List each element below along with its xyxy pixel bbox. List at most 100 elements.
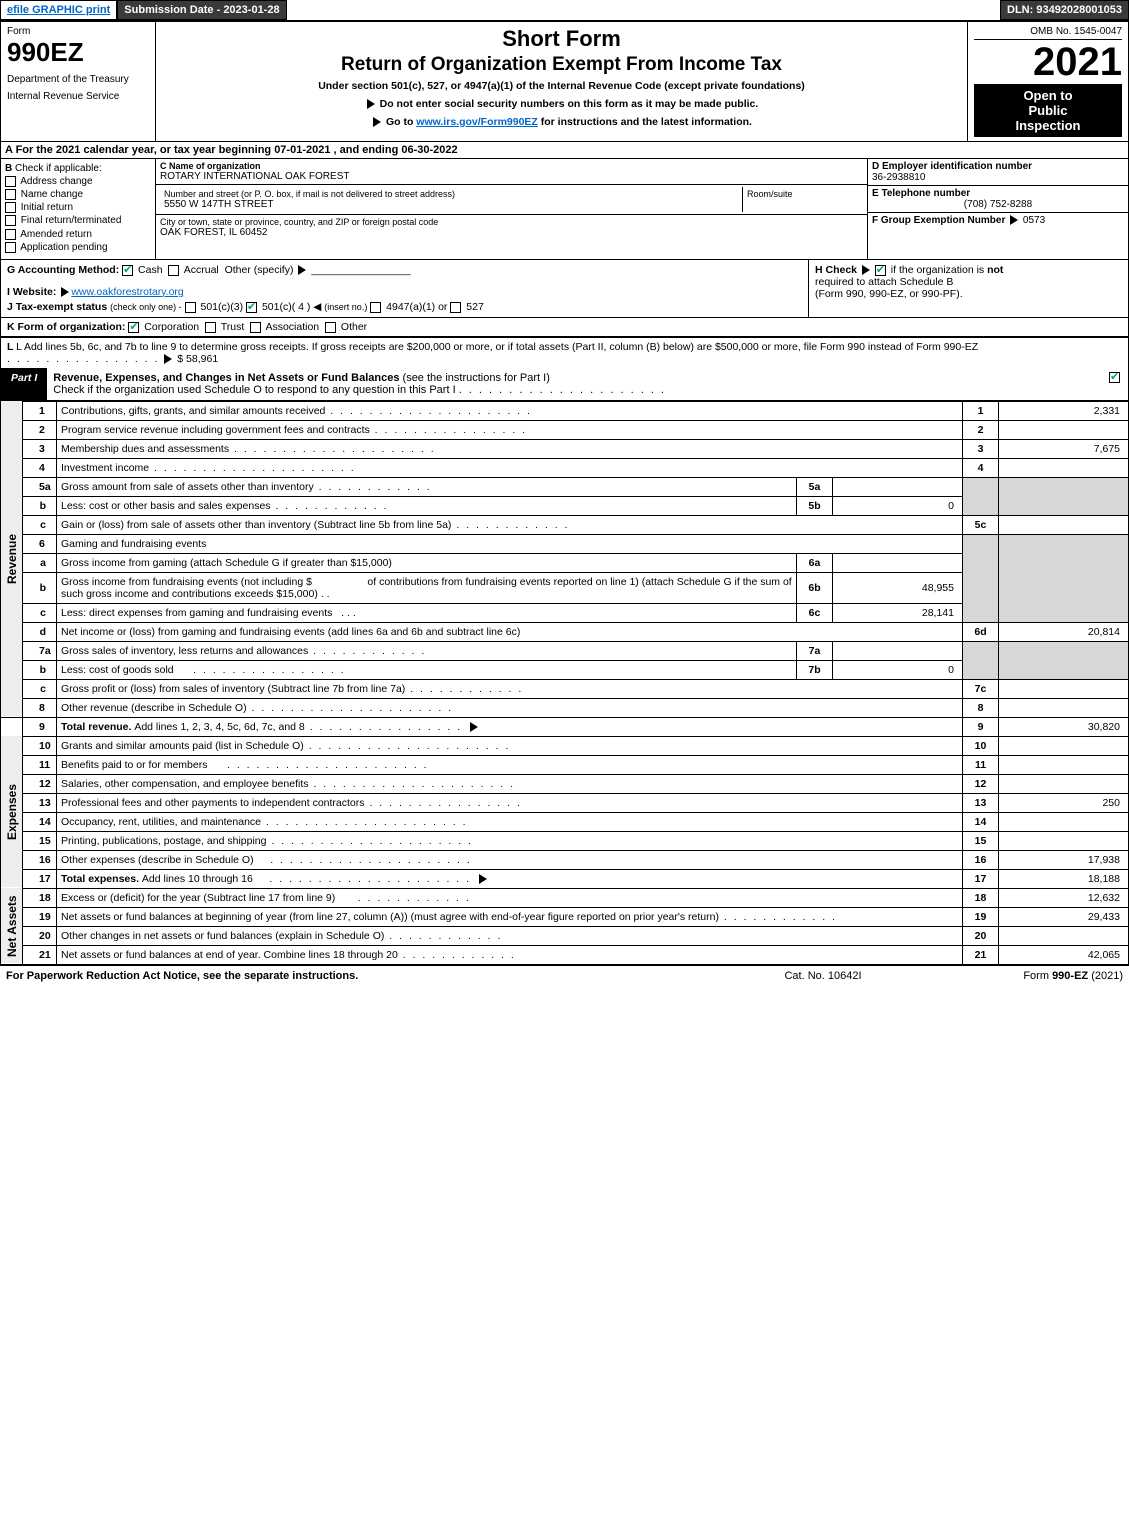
dept-1: Department of the Treasury [7,74,149,85]
line-1: Revenue 1 Contributions, gifts, grants, … [1,401,1129,420]
subtitle-2: Do not enter social security numbers on … [162,98,961,110]
chk-association[interactable] [250,322,261,333]
section-b-c-def: B Check if applicable: Address change Na… [0,159,1129,260]
line-5b: b Less: cost or other basis and sales ex… [1,496,1129,515]
subtitle-3: Go to www.irs.gov/Form990EZ for instruct… [162,116,961,128]
triangle-icon [373,117,381,127]
triangle-icon [298,265,306,275]
footer-form: Form 990-EZ (2021) [923,970,1123,982]
line-k: K Form of organization: Corporation Trus… [0,318,1129,338]
g-accounting: G Accounting Method: Cash Accrual Other … [1,260,808,317]
chk-trust[interactable] [205,322,216,333]
triangle-icon [470,722,478,732]
line-19: 19 Net assets or fund balances at beginn… [1,907,1129,926]
line-7c: c Gross profit or (loss) from sales of i… [1,679,1129,698]
form-number: 990EZ [7,37,149,68]
triangle-icon [61,287,69,297]
c-city: City or town, state or province, country… [156,215,867,240]
tax-year: 2021 [974,42,1122,82]
line-6a: a Gross income from gaming (attach Sched… [1,553,1129,572]
chk-527[interactable] [450,302,461,313]
line-9: 9 Total revenue. Add lines 1, 2, 3, 4, 5… [1,717,1129,736]
line-18: Net Assets 18 Excess or (deficit) for th… [1,888,1129,907]
part-1-tab: Part I [1,368,47,400]
efile-link[interactable]: efile GRAPHIC print [7,4,110,16]
chk-h[interactable] [875,265,886,276]
triangle-icon [367,99,375,109]
chk-address-change[interactable]: Address change [5,176,151,187]
line-16: 16 Other expenses (describe in Schedule … [1,850,1129,869]
efile-print[interactable]: efile GRAPHIC print [0,0,117,20]
public-inspection: Open to Public Inspection [974,84,1122,137]
omb-number: OMB No. 1545-0047 [974,26,1122,40]
form-header: Form 990EZ Department of the Treasury In… [0,21,1129,142]
i-website: I Website: www.oakforestrotary.org [7,286,802,298]
chk-accrual[interactable] [168,265,179,276]
chk-501c3[interactable] [185,302,196,313]
side-net-assets: Net Assets [1,888,23,964]
j-tax-exempt: J Tax-exempt status (check only one) - 5… [7,301,802,313]
line-11: 11 Benefits paid to or for members 11 [1,755,1129,774]
page-footer: For Paperwork Reduction Act Notice, see … [0,965,1129,986]
chk-amended-return[interactable]: Amended return [5,229,151,240]
line-17: 17 Total expenses. Add lines 10 through … [1,869,1129,888]
chk-other-org[interactable] [325,322,336,333]
line-4: 4 Investment income 4 [1,458,1129,477]
line-2: 2 Program service revenue including gove… [1,420,1129,439]
triangle-icon [164,354,172,364]
line-6d: d Net income or (loss) from gaming and f… [1,622,1129,641]
line-l: L L Add lines 5b, 6c, and 7b to line 9 t… [0,338,1129,368]
triangle-icon [479,874,487,884]
line-20: 20 Other changes in net assets or fund b… [1,926,1129,945]
subtitle-1: Under section 501(c), 527, or 4947(a)(1)… [162,80,961,92]
header-mid: Short Form Return of Organization Exempt… [156,22,968,141]
chk-corporation[interactable] [128,322,139,333]
website-link[interactable]: www.oakforestrotary.org [71,286,183,298]
header-left: Form 990EZ Department of the Treasury In… [1,22,156,141]
line-10: Expenses 10 Grants and similar amounts p… [1,736,1129,755]
chk-initial-return[interactable]: Initial return [5,202,151,213]
dln: DLN: 93492028001053 [1000,0,1129,20]
line-6: 6 Gaming and fundraising events [1,534,1129,553]
part-1-header: Part I Revenue, Expenses, and Changes in… [0,368,1129,401]
title-short-form: Short Form [162,26,961,52]
side-revenue: Revenue [1,401,23,717]
col-c: C Name of organization ROTARY INTERNATIO… [156,159,868,259]
line-12: 12 Salaries, other compensation, and emp… [1,774,1129,793]
line-13: 13 Professional fees and other payments … [1,793,1129,812]
chk-cash[interactable] [122,265,133,276]
chk-name-change[interactable]: Name change [5,189,151,200]
chk-4947[interactable] [370,302,381,313]
part-1-check[interactable] [1109,368,1128,400]
part-1-title: Revenue, Expenses, and Changes in Net As… [47,368,1109,400]
chk-final-return[interactable]: Final return/terminated [5,215,151,226]
chk-application-pending[interactable]: Application pending [5,242,151,253]
triangle-icon [1010,215,1018,225]
chk-501c[interactable] [246,302,257,313]
line-14: 14 Occupancy, rent, utilities, and maint… [1,812,1129,831]
e-phone: E Telephone number (708) 752-8288 [868,186,1128,213]
title-return: Return of Organization Exempt From Incom… [162,54,961,76]
dept-2: Internal Revenue Service [7,91,149,102]
lines-table: Revenue 1 Contributions, gifts, grants, … [0,401,1129,965]
line-5a: 5a Gross amount from sale of assets othe… [1,477,1129,496]
line-8: 8 Other revenue (describe in Schedule O)… [1,698,1129,717]
line-7b: b Less: cost of goods sold 7b 0 [1,660,1129,679]
col-def: D Employer identification number 36-2938… [868,159,1128,259]
c-name: C Name of organization ROTARY INTERNATIO… [156,159,867,185]
line-5c: c Gain or (loss) from sale of assets oth… [1,515,1129,534]
section-g-h: G Accounting Method: Cash Accrual Other … [0,260,1129,318]
side-expenses: Expenses [1,736,23,888]
triangle-icon [862,265,870,275]
irs-link[interactable]: www.irs.gov/Form990EZ [416,116,538,128]
line-6c: c Less: direct expenses from gaming and … [1,603,1129,622]
line-15: 15 Printing, publications, postage, and … [1,831,1129,850]
line-21: 21 Net assets or fund balances at end of… [1,945,1129,964]
col-b: B Check if applicable: Address change Na… [1,159,156,259]
line-3: 3 Membership dues and assessments 3 7,67… [1,439,1129,458]
footer-left: For Paperwork Reduction Act Notice, see … [6,970,723,982]
submission-date: Submission Date - 2023-01-28 [117,0,286,20]
form-word: Form [7,26,149,37]
f-group: F Group Exemption Number 0573 [868,213,1128,228]
c-address: Number and street (or P. O. box, if mail… [156,185,867,215]
